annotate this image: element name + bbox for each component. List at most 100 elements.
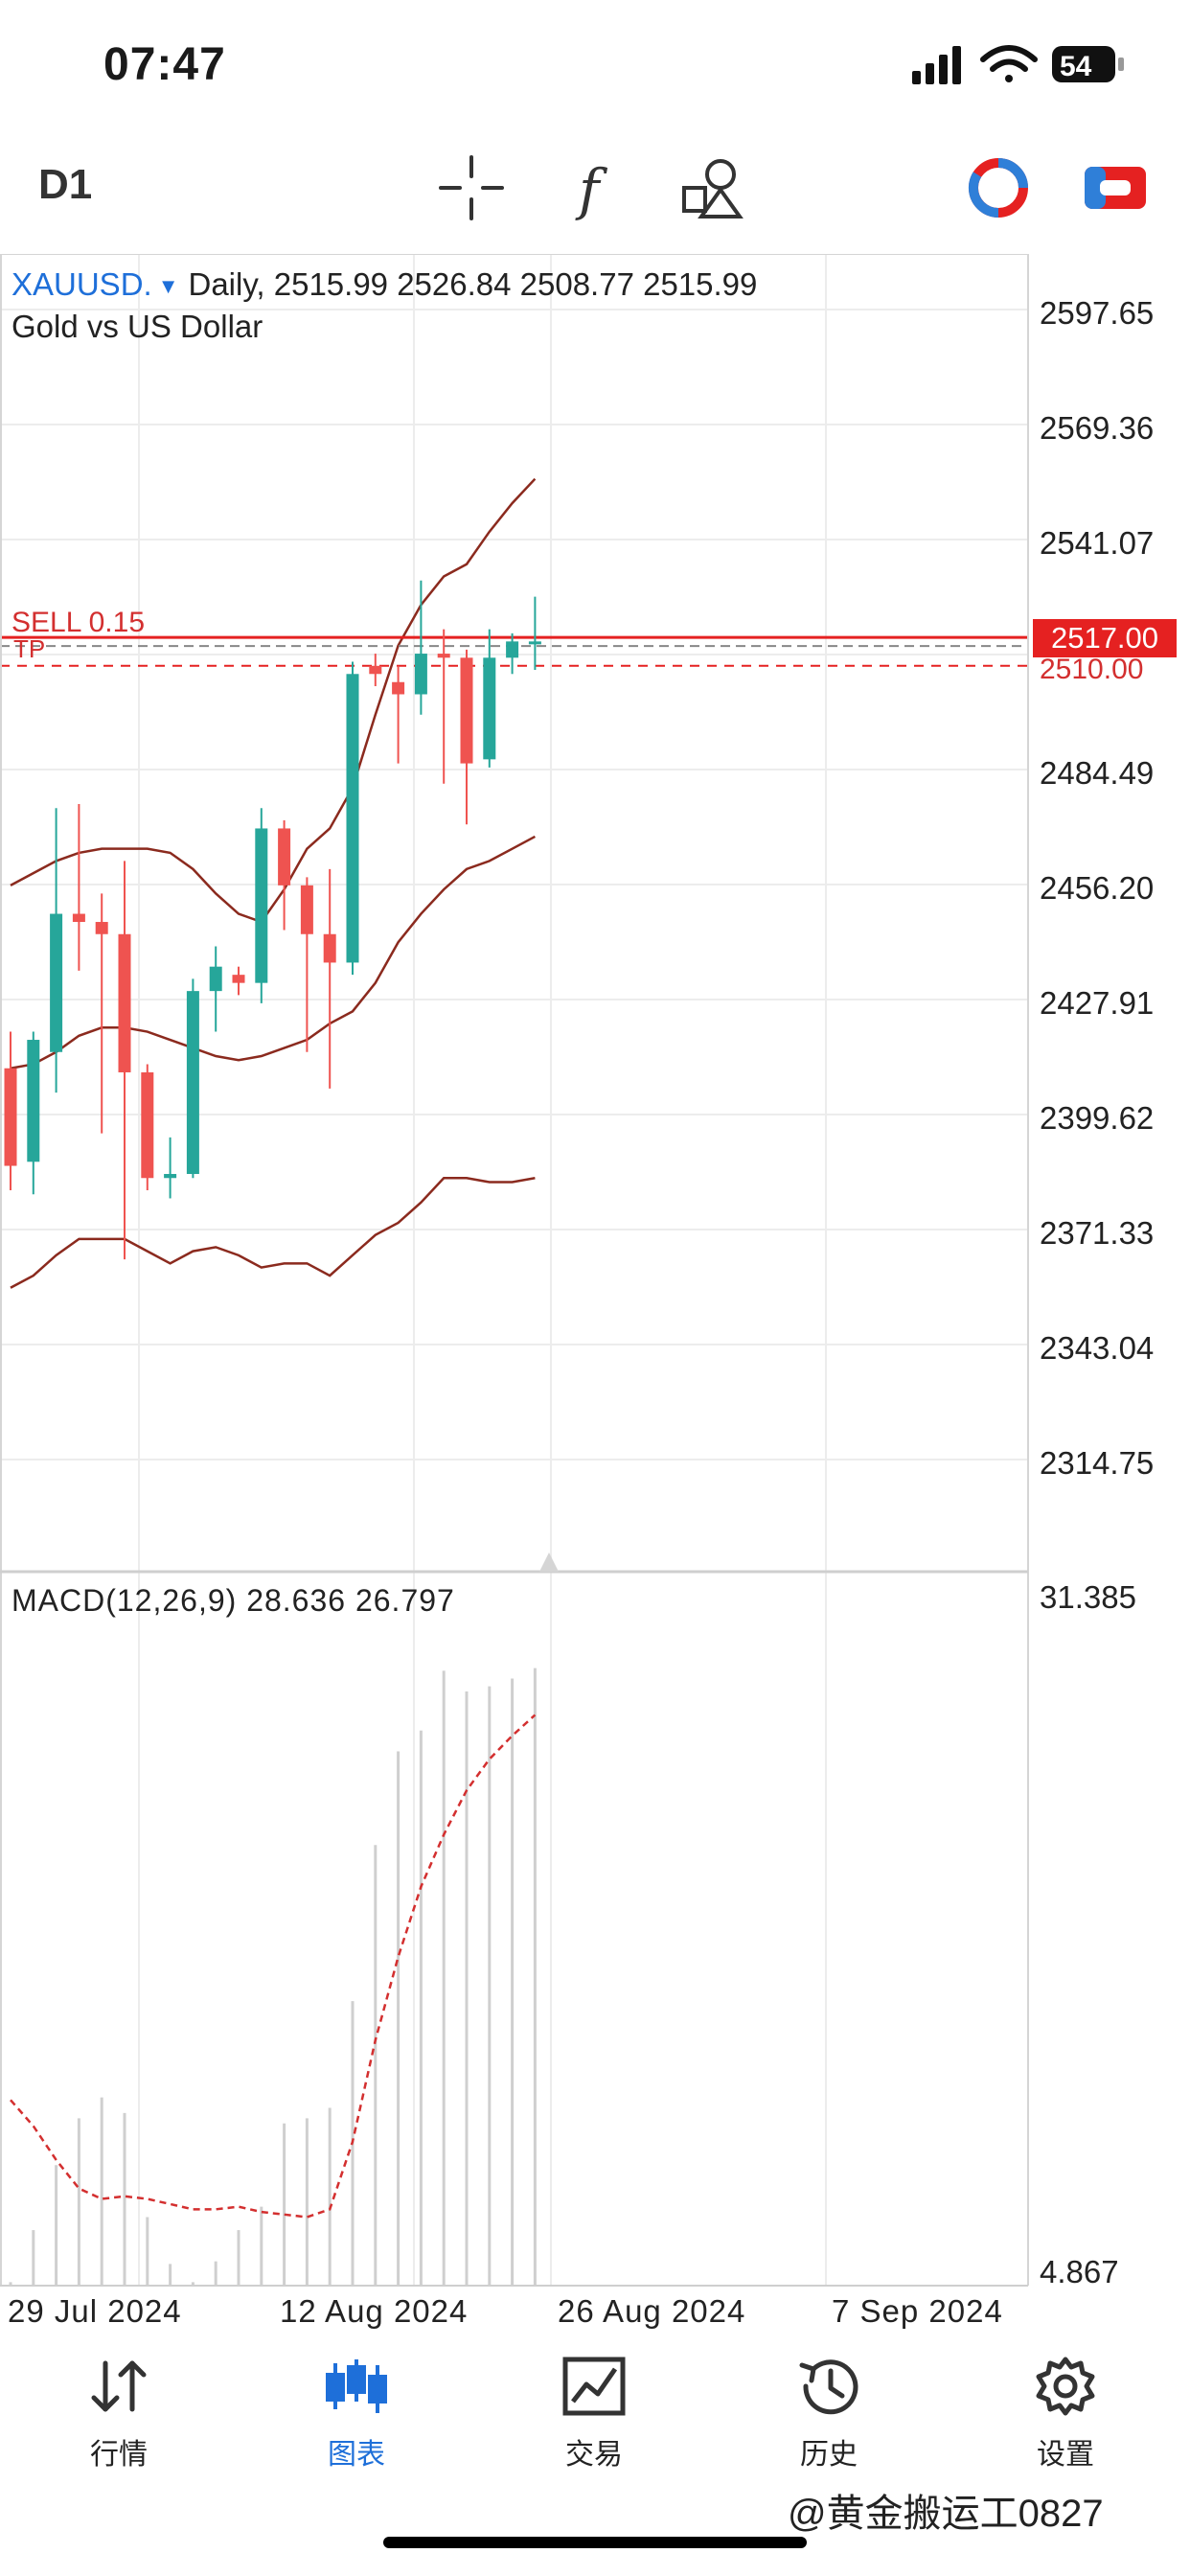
crosshair-icon[interactable] bbox=[437, 153, 506, 222]
account-icon[interactable] bbox=[1081, 153, 1150, 222]
x-axis-label: 7 Sep 2024 bbox=[832, 2293, 1003, 2329]
candle bbox=[506, 632, 519, 675]
status-time: 07:47 bbox=[103, 39, 226, 90]
wifi-icon bbox=[980, 45, 1038, 82]
y-axis-label: 2541.07 bbox=[1040, 525, 1155, 561]
candle-body bbox=[118, 933, 131, 1072]
candle-body bbox=[95, 922, 108, 934]
candle bbox=[414, 580, 427, 715]
trade-icon bbox=[562, 2357, 626, 2416]
candle-body bbox=[278, 828, 291, 886]
candle bbox=[232, 966, 245, 996]
candle-body bbox=[414, 654, 427, 695]
candle bbox=[346, 661, 359, 976]
quotes-icon bbox=[91, 2360, 147, 2412]
bollinger-upper-line bbox=[10, 477, 537, 924]
symbol-name[interactable]: XAUUSD. bbox=[11, 266, 152, 302]
macd-axis-top: 31.385 bbox=[1040, 1579, 1136, 1615]
candle bbox=[95, 893, 108, 1134]
macd-axis-bottom: 4.867 bbox=[1040, 2254, 1119, 2289]
candle bbox=[392, 665, 405, 764]
y-axis-label: 2314.75 bbox=[1040, 1445, 1155, 1481]
function-icon[interactable]: f bbox=[561, 153, 630, 222]
symbol-description: Gold vs US Dollar bbox=[11, 309, 263, 344]
symbol-info[interactable]: XAUUSD. ▼ Daily, 2515.99 2526.84 2508.77 2… bbox=[11, 266, 757, 303]
signal-icon bbox=[912, 46, 961, 84]
price-chart[interactable] bbox=[0, 254, 1190, 2300]
bollinger-middle-line bbox=[10, 835, 536, 1070]
candle bbox=[141, 1064, 154, 1190]
candle bbox=[437, 629, 450, 784]
battery-level: 54 bbox=[1060, 51, 1092, 82]
candle-body bbox=[506, 641, 519, 658]
nav-quotes[interactable]: 行情 bbox=[42, 2356, 195, 2480]
candle-body bbox=[27, 1040, 40, 1162]
candle-body bbox=[72, 913, 85, 923]
candle bbox=[300, 877, 313, 1052]
macd-label[interactable]: MACD(12,26,9) 28.636 26.797 bbox=[11, 1583, 455, 1618]
candle-body bbox=[392, 681, 405, 695]
candle-body bbox=[255, 828, 268, 983]
macd-signal-line bbox=[10, 1714, 537, 2219]
chart-shift-marker bbox=[539, 1552, 559, 1572]
candle bbox=[460, 649, 473, 825]
candle-body bbox=[323, 933, 336, 963]
candle bbox=[4, 1031, 17, 1190]
candle bbox=[323, 868, 336, 1089]
candle-body bbox=[164, 1174, 177, 1179]
nav-label: 行情 bbox=[90, 2439, 148, 2471]
trade-indicator-icon[interactable] bbox=[964, 153, 1033, 222]
y-axis-label: 2569.36 bbox=[1040, 410, 1155, 446]
candle-body bbox=[460, 657, 473, 764]
history-icon bbox=[799, 2359, 858, 2415]
candle bbox=[72, 804, 85, 971]
y-axis-label: 2427.91 bbox=[1040, 985, 1155, 1021]
home-indicator bbox=[383, 2537, 807, 2548]
candle-body bbox=[209, 966, 222, 992]
objects-icon[interactable] bbox=[678, 153, 747, 222]
x-axis-label: 26 Aug 2024 bbox=[558, 2293, 746, 2329]
candle-body bbox=[50, 913, 63, 1052]
candle-body bbox=[483, 657, 496, 760]
y-axis-label: 2343.04 bbox=[1040, 1330, 1155, 1366]
y-axis-label: 2484.49 bbox=[1040, 755, 1155, 791]
nav-label: 交易 bbox=[565, 2439, 623, 2471]
y-axis-label: 2371.33 bbox=[1040, 1215, 1155, 1251]
y-axis-label: 2399.62 bbox=[1040, 1100, 1155, 1136]
nav-label: 设置 bbox=[1037, 2439, 1094, 2471]
chart-icon bbox=[326, 2359, 387, 2413]
take-profit-price: 2510.00 bbox=[1040, 654, 1144, 685]
nav-settings[interactable]: 设置 bbox=[989, 2356, 1142, 2480]
candle-body bbox=[528, 641, 541, 645]
candle-body bbox=[369, 665, 382, 675]
candle bbox=[369, 654, 382, 687]
candle bbox=[164, 1137, 177, 1199]
y-axis-label: 2597.65 bbox=[1040, 295, 1155, 331]
candle-body bbox=[4, 1068, 17, 1166]
ohlc-values: 2515.99 2526.84 2508.77 2515.99 bbox=[273, 266, 758, 302]
symbol-dropdown-icon[interactable]: ▼ bbox=[157, 274, 179, 299]
x-axis-label: 12 Aug 2024 bbox=[280, 2293, 469, 2329]
candle bbox=[255, 808, 268, 1003]
battery-icon: 54 bbox=[1052, 46, 1124, 82]
nav-history[interactable]: 历史 bbox=[752, 2356, 905, 2480]
candle-body bbox=[141, 1071, 154, 1179]
candle-body bbox=[300, 885, 313, 934]
nav-trade[interactable]: 交易 bbox=[517, 2356, 671, 2480]
y-axis-label: 2456.20 bbox=[1040, 870, 1155, 906]
settings-icon bbox=[1036, 2357, 1095, 2416]
candle bbox=[186, 978, 199, 1179]
candle-body bbox=[437, 654, 450, 658]
candle bbox=[118, 861, 131, 1260]
take-profit-label[interactable]: TP bbox=[13, 634, 46, 663]
nav-chart[interactable]: 图表 bbox=[280, 2356, 433, 2480]
candle bbox=[50, 808, 63, 1093]
candle bbox=[278, 819, 291, 931]
candle bbox=[27, 1031, 40, 1195]
nav-label: 历史 bbox=[800, 2439, 858, 2471]
chart-period: Daily, bbox=[188, 266, 265, 302]
status-icons: 54 bbox=[912, 45, 1124, 84]
timeframe-button[interactable]: D1 bbox=[38, 161, 93, 208]
candle bbox=[483, 629, 496, 768]
sell-order-label[interactable]: SELL 0.15 bbox=[11, 607, 145, 638]
